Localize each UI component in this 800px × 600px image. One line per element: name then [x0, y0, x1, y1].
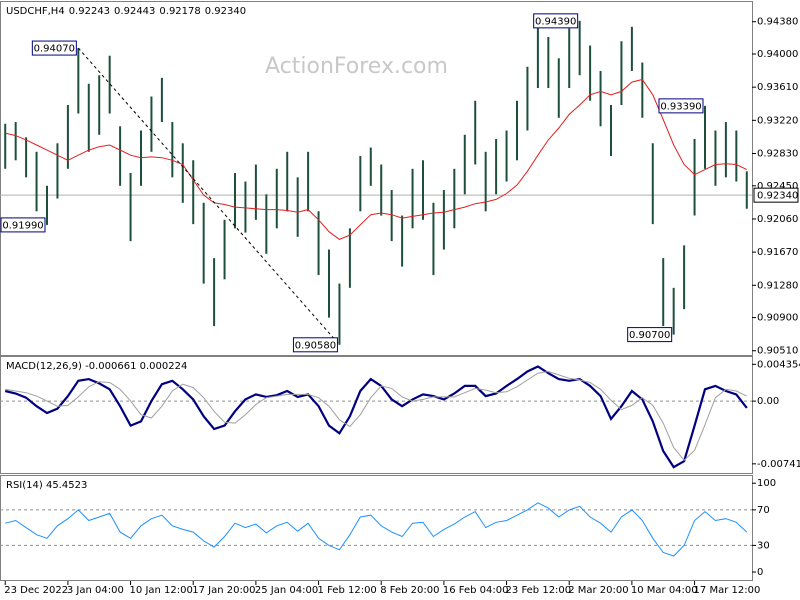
trendline [77, 47, 340, 346]
indicator-line [5, 370, 748, 462]
price-annotation-label: 0.94390 [535, 16, 576, 27]
x-tick-label: 17 Jan 20:00 [192, 585, 255, 596]
y-tick-label: 0.00 [757, 396, 779, 407]
price-annotation-label: 0.93390 [660, 101, 701, 112]
x-tick-label: 25 Jan 04:00 [255, 585, 318, 596]
header-value: 0.92443 [114, 6, 155, 17]
y-tick-label: 0.91670 [757, 247, 798, 258]
price-annotation-box [533, 13, 579, 29]
y-tick-label: 0.93610 [757, 82, 798, 93]
moving-average [5, 78, 748, 240]
watermark: ActionForex.com [265, 54, 448, 79]
header-value: 0.92340 [205, 6, 246, 17]
price-annotation-label: 0.91990 [2, 220, 43, 231]
price-annotation-box [658, 98, 704, 114]
panel-frame [0, 356, 753, 474]
price-annotation-box [0, 217, 46, 233]
panel-frame [0, 1, 753, 356]
y-tick-label: 0.90510 [757, 346, 798, 357]
y-tick-label: 0.94000 [757, 49, 798, 60]
panel-header: USDCHF,H4 0.92243 0.92443 0.92178 0.92340 [6, 6, 246, 17]
panel-header: RSI(14) 45.4523 [6, 480, 87, 491]
panel-header: MACD(12,26,9) -0.000661 0.000224 [6, 361, 187, 372]
x-tick-label: 17 Mar 12:00 [694, 585, 761, 596]
panel-frame [0, 475, 753, 581]
y-tick-label: 0.92830 [757, 148, 798, 159]
y-tick-label: 0.004354 [757, 359, 800, 370]
y-tick-label: 100 [757, 478, 776, 489]
panel-title: RSI(14) 45.4523 [6, 480, 87, 491]
current-price-label: 0.92340 [757, 191, 798, 202]
header-value: 0.92178 [159, 6, 200, 17]
header-value: 0.92243 [69, 6, 110, 17]
y-tick-label: 0 [757, 567, 763, 578]
current-price-box [753, 187, 799, 203]
price-annotation-label: 0.90580 [295, 340, 336, 351]
y-tick-label: 70 [757, 505, 770, 516]
x-tick-label: 1 Feb 12:00 [318, 585, 377, 596]
x-tick-label: 2 Mar 20:00 [568, 585, 628, 596]
y-tick-label: -0.007417 [757, 459, 800, 470]
x-tick-label: 23 Dec 2022 [4, 585, 68, 596]
y-tick-label: 0.94380 [757, 17, 798, 28]
x-tick-label: 16 Feb 04:00 [443, 585, 509, 596]
panel-title: USDCHF,H4 [6, 6, 65, 17]
price-annotation-box [627, 327, 673, 343]
x-tick-label: 23 Feb 12:00 [506, 585, 572, 596]
price-annotation-box [292, 337, 338, 353]
panel-title: MACD(12,26,9) -0.000661 0.000224 [6, 361, 187, 372]
price-annotation-label: 0.94070 [34, 44, 75, 55]
x-tick-label: 10 Mar 04:00 [631, 585, 698, 596]
y-tick-label: 0.90900 [757, 313, 798, 324]
y-tick-label: 0.91280 [757, 280, 798, 291]
y-tick-label: 30 [757, 540, 770, 551]
x-tick-label: 8 Feb 20:00 [380, 585, 439, 596]
x-tick-label: 3 Jan 04:00 [67, 585, 124, 596]
x-tick-label: 10 Jan 12:00 [130, 585, 193, 596]
indicator-line [4, 365, 748, 469]
indicator-line [5, 502, 748, 557]
y-tick-label: 0.92450 [757, 181, 798, 192]
price-annotation-label: 0.90700 [629, 330, 670, 341]
y-tick-label: 0.92060 [757, 214, 798, 225]
y-tick-label: 0.93220 [757, 115, 798, 126]
price-annotation-box [31, 40, 77, 56]
